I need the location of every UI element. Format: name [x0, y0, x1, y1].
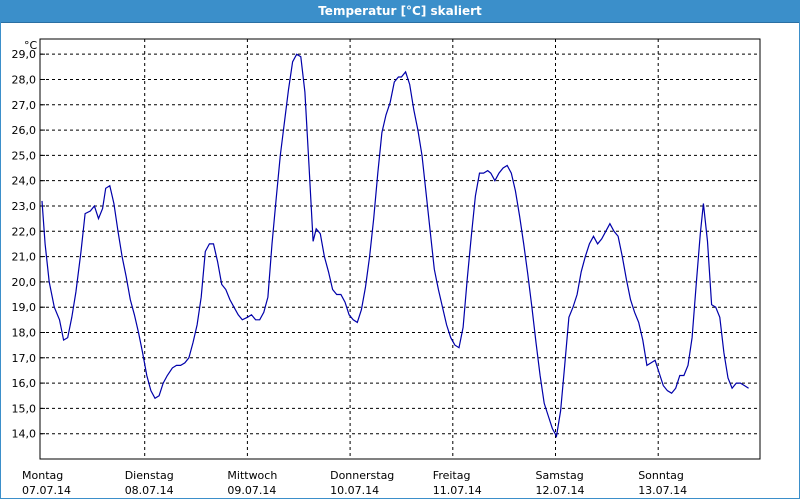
x-tick-weekday-label: Montag — [22, 469, 63, 482]
title-bar: Temperatur [°C] skaliert — [0, 0, 800, 23]
temperature-line — [41, 53, 749, 439]
window-title: Temperatur [°C] skaliert — [318, 4, 482, 18]
x-tick-date-label: 09.07.14 — [227, 484, 276, 497]
y-axis-ticks: 14,0 15,0 16,0 17,0 18,0 19,0 20,0 21,0 22,0 23,0… — [12, 48, 45, 441]
y-tick-label: 22,0 — [12, 225, 37, 238]
y-tick-label: 29,0 — [12, 48, 37, 61]
y-tick-label: 20,0 — [12, 276, 37, 289]
y-tick-label: 27,0 — [12, 99, 37, 112]
y-tick-label: 24,0 — [12, 175, 37, 188]
x-tick-date-label: 10.07.14 — [330, 484, 379, 497]
x-tick-date-label: 07.07.14 — [22, 484, 71, 497]
x-tick-weekday-label: Donnerstag — [330, 469, 394, 482]
y-tick-label: 25,0 — [12, 149, 37, 162]
series-layer — [41, 53, 749, 439]
y-tick-label: 26,0 — [12, 124, 37, 137]
plot-area-border — [39, 38, 761, 460]
y-tick-label: 15,0 — [12, 402, 37, 415]
y-tick-label: 21,0 — [12, 251, 37, 264]
x-tick-weekday-label: Dienstag — [125, 469, 174, 482]
y-tick-label: 16,0 — [12, 377, 37, 390]
y-tick-label: 18,0 — [12, 326, 37, 339]
grid-lines — [40, 39, 760, 459]
x-tick-weekday-label: Freitag — [433, 469, 471, 482]
x-tick-weekday-label: Samstag — [536, 469, 584, 482]
y-axis-unit: °C — [24, 39, 38, 52]
x-axis-ticks: Montag 07.07.14 Dienstag 08.07.14 Mittwoch 09… — [22, 469, 687, 497]
x-tick-weekday-label: Sonntag — [638, 469, 684, 482]
y-tick-label: 19,0 — [12, 301, 37, 314]
y-tick-label: 17,0 — [12, 352, 37, 365]
y-tick-label: 14,0 — [12, 428, 37, 441]
x-tick-date-label: 12.07.14 — [536, 484, 585, 497]
y-tick-label: 23,0 — [12, 200, 37, 213]
x-tick-date-label: 11.07.14 — [433, 484, 482, 497]
x-tick-date-label: 08.07.14 — [125, 484, 174, 497]
x-tick-date-label: 13.07.14 — [638, 484, 687, 497]
y-tick-label: 28,0 — [12, 73, 37, 86]
x-tick-weekday-label: Mittwoch — [227, 469, 277, 482]
